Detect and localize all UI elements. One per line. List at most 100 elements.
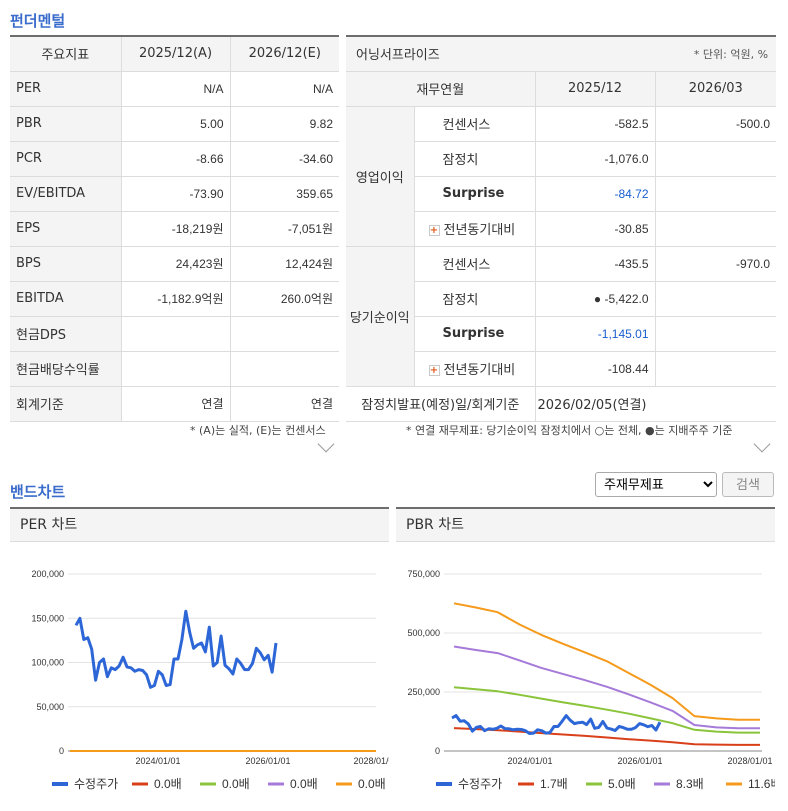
earnings-header-col2: 2026/03 <box>654 71 777 107</box>
earnings-value-col2 <box>654 141 777 177</box>
metric-label: 현금DPS <box>10 316 121 352</box>
y-tick-label: 250,000 <box>407 687 440 697</box>
earnings-value-col1: -1,145.01 <box>534 316 656 352</box>
metric-actual-value: N/A <box>120 71 230 107</box>
y-tick-label: 50,000 <box>36 702 64 712</box>
metric-label: 현금배당수익률 <box>10 351 121 387</box>
earnings-item: 컨센서스 <box>413 246 536 282</box>
series-line <box>453 727 760 746</box>
metric-label: PCR <box>10 141 121 177</box>
statement-type-select[interactable]: 주재무제표 <box>595 472 717 497</box>
x-tick-label: 2024/01/01 <box>135 756 180 766</box>
earnings-title-row: 어닝서프라이즈 * 단위: 억원, % <box>346 36 777 72</box>
earnings-value-col1: -582.5 <box>534 106 656 142</box>
x-tick-label: 2024/01/01 <box>507 756 552 766</box>
legend-label[interactable]: 수정주가 <box>458 777 502 791</box>
pbr-chart: 750,000 500,000 250,000 0 2024/01/01 2026/01/… <box>407 569 782 791</box>
earnings-value-col2: -500.0 <box>654 106 777 142</box>
expand-plus-icon[interactable]: + <box>428 365 440 376</box>
fundamentals-row: 현금배당수익률 <box>10 351 339 387</box>
fundamentals-table: 주요지표 2025/12(A) 2026/12(E) PER N/A N/A PBR 5… <box>10 35 339 422</box>
metric-estimate-value: -7,051원 <box>229 211 339 247</box>
earnings-item: Surprise <box>413 316 536 352</box>
earnings-value-col2 <box>654 211 777 247</box>
metric-label: PER <box>10 71 121 107</box>
legend-label[interactable]: 수정주가 <box>74 777 118 791</box>
earnings-item[interactable]: + 전년동기대비 <box>413 211 536 247</box>
fundamentals-row: EBITDA -1,182.9억원 260.0억원 <box>10 281 339 317</box>
legend-label[interactable]: 0.0배 <box>222 777 250 791</box>
earnings-item: 컨센서스 <box>413 106 536 142</box>
metric-actual-value: -18,219원 <box>120 211 230 247</box>
metric-label: PBR <box>10 106 121 142</box>
earnings-note: * 연결 재무제표: 당기순이익 잠정치에서 ○는 전체, ●는 지배주주 기준 <box>406 424 733 437</box>
legend-label[interactable]: 5.0배 <box>608 777 636 791</box>
earnings-value-col2 <box>654 351 777 387</box>
earnings-header-col1: 2025/12 <box>534 71 656 107</box>
earnings-header-row: 재무연월 2025/12 2026/03 <box>346 71 777 107</box>
legend-label[interactable]: 0.0배 <box>154 777 182 791</box>
pbr-chart-panel: PBR 차트 750,000 500,000 250,000 0 2024/01/01 2… <box>396 507 782 802</box>
earnings-value-col2: -970.0 <box>654 246 777 282</box>
expand-earnings-chevron-icon[interactable] <box>753 435 771 453</box>
legend-label[interactable]: 0.0배 <box>290 777 318 791</box>
metric-estimate-value: 359.65 <box>229 176 339 212</box>
series-line <box>453 645 760 730</box>
earnings-group-label: 영업이익 <box>346 106 414 247</box>
series-line <box>74 609 278 689</box>
metric-label: EBITDA <box>10 281 121 317</box>
earnings-item-label: 전년동기대비 <box>443 363 516 378</box>
fundamentals-row: EPS -18,219원 -7,051원 <box>10 211 339 247</box>
series-line <box>453 602 760 721</box>
x-tick-label: 2026/01/01 <box>617 756 662 766</box>
band-chart-title: 밴드차트 <box>10 483 66 501</box>
earnings-item: 잠정치 <box>413 281 536 317</box>
earnings-item-label: Surprise <box>442 186 505 201</box>
earnings-item: 잠정치 <box>413 141 536 177</box>
fundamentals-row: PBR 5.00 9.82 <box>10 106 339 142</box>
metric-label: 회계기준 <box>10 386 121 422</box>
earnings-item-label: 잠정치 <box>442 293 479 308</box>
expand-fundamentals-chevron-icon[interactable] <box>317 435 335 453</box>
earnings-title: 어닝서프라이즈 <box>346 36 536 72</box>
search-button[interactable]: 검색 <box>722 472 774 497</box>
release-date-label: 잠정치발표(예정)일/회계기준 <box>346 386 536 422</box>
fundamentals-header-estimate: 2026/12(E) <box>229 36 339 72</box>
fundamentals-title: 펀더멘털 <box>10 12 66 30</box>
metric-estimate-value: 12,424원 <box>229 246 339 282</box>
earnings-value-col1: -108.44 <box>534 351 656 387</box>
earnings-row: Surprise -1,145.01 <box>346 316 777 352</box>
earnings-item-label: 잠정치 <box>442 153 479 168</box>
expand-plus-icon[interactable]: + <box>428 225 440 236</box>
metric-estimate-value: -34.60 <box>229 141 339 177</box>
legend-label[interactable]: 11.6배 <box>748 777 782 791</box>
y-tick-label: 750,000 <box>407 569 440 579</box>
fundamentals-row: EV/EBITDA -73.90 359.65 <box>10 176 339 212</box>
fundamentals-row: 현금DPS <box>10 316 339 352</box>
legend-label[interactable]: 1.7배 <box>540 777 568 791</box>
earnings-value-col1: -84.72 <box>534 176 656 212</box>
per-chart-title: PER 차트 <box>10 509 389 542</box>
x-tick-label: 2026/01/01 <box>245 756 290 766</box>
metric-actual-value: -73.90 <box>120 176 230 212</box>
fundamentals-row: BPS 24,423원 12,424원 <box>10 246 339 282</box>
legend-label[interactable]: 0.0배 <box>358 777 386 791</box>
fundamentals-header-row: 주요지표 2025/12(A) 2026/12(E) <box>10 36 339 72</box>
fundamentals-header-actual: 2025/12(A) <box>120 36 230 72</box>
fundamentals-header-metric: 주요지표 <box>10 36 121 72</box>
series-line <box>453 686 760 734</box>
earnings-table: 어닝서프라이즈 * 단위: 억원, % 재무연월 2025/12 2026/03… <box>346 35 777 422</box>
earnings-item-label: 컨센서스 <box>442 258 491 273</box>
legend-label[interactable]: 8.3배 <box>676 777 704 791</box>
earnings-header-period: 재무연월 <box>346 71 536 107</box>
y-tick-label: 200,000 <box>31 569 64 579</box>
earnings-value-col1: -30.85 <box>534 211 656 247</box>
earnings-value-col2 <box>654 281 777 317</box>
earnings-value-col1: -435.5 <box>534 246 656 282</box>
earnings-row: + 전년동기대비 -108.44 <box>346 351 777 387</box>
release-date-value: 2026/02/05(연결) <box>534 386 777 422</box>
earnings-release-row: 잠정치발표(예정)일/회계기준 2026/02/05(연결) <box>346 386 777 422</box>
x-tick-label: 2028/01/01 <box>727 756 772 766</box>
metric-actual-value: 24,423원 <box>120 246 230 282</box>
earnings-item[interactable]: + 전년동기대비 <box>413 351 536 387</box>
